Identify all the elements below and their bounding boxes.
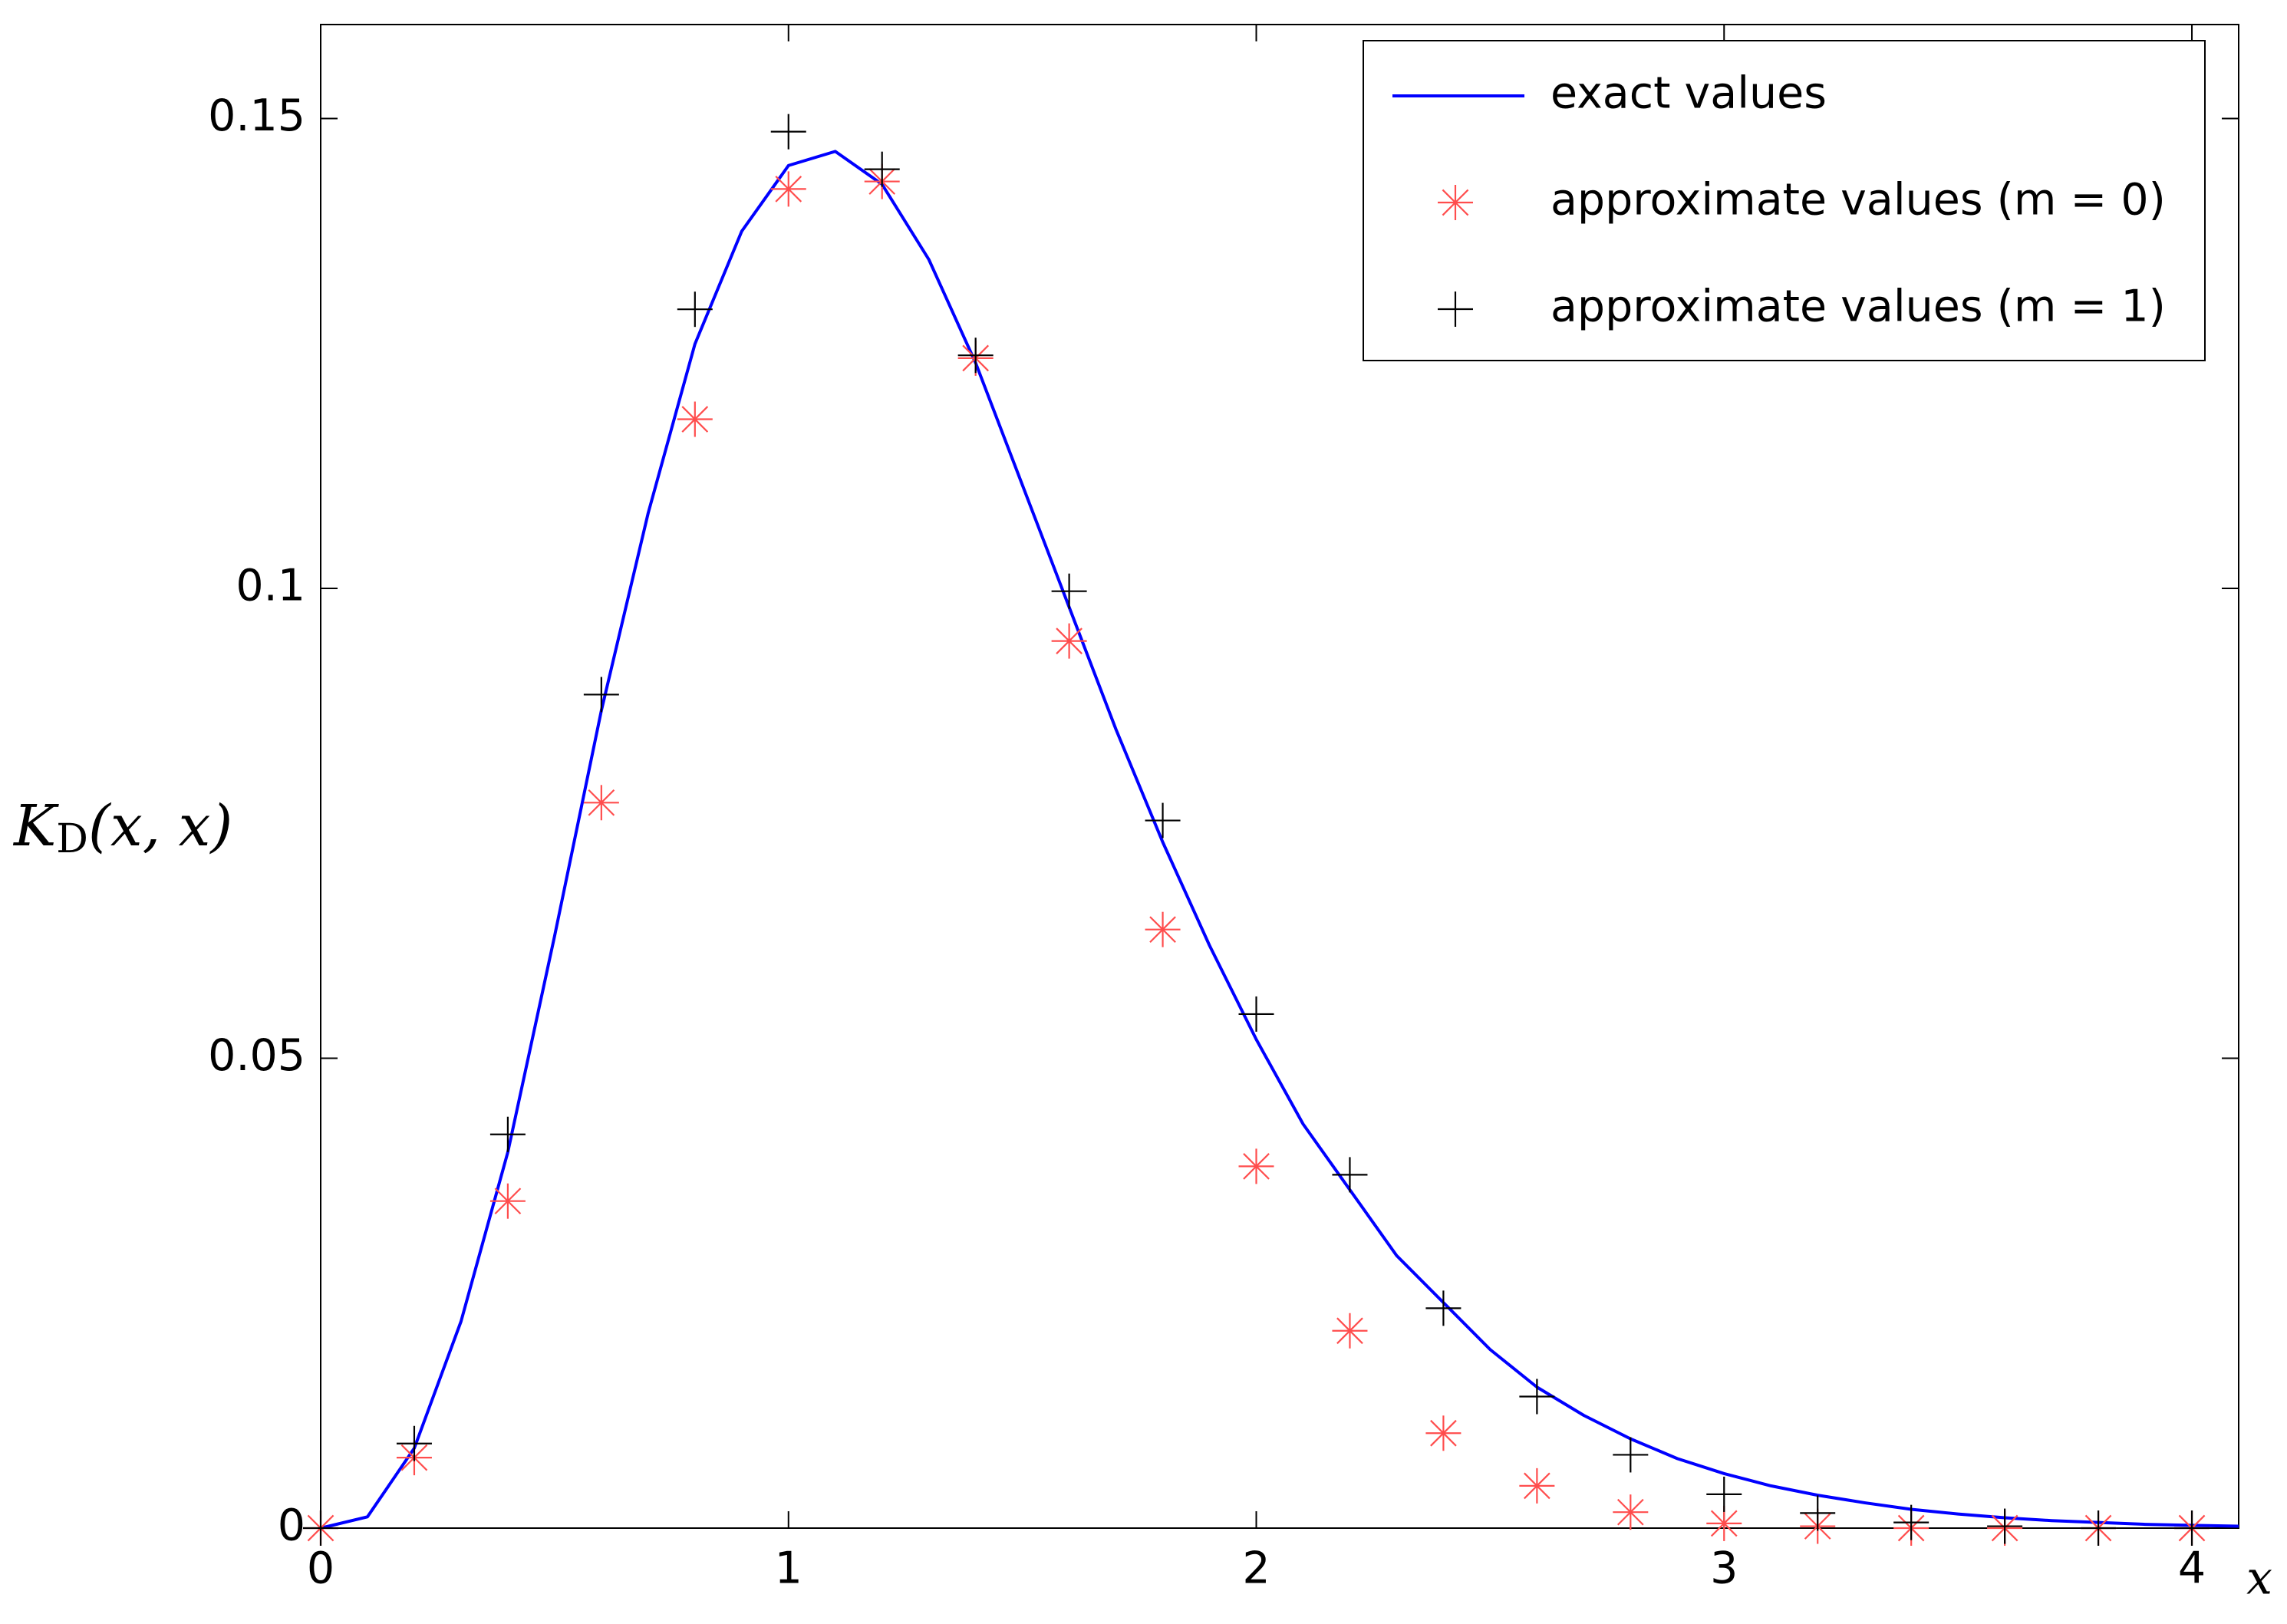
marker-stroke [1149, 916, 1176, 944]
x-tick-label: 1 [775, 1543, 802, 1594]
x-tick-label: 0 [307, 1543, 334, 1594]
y-tick-label: 0 [278, 1500, 305, 1551]
y-tick-label: 0.15 [208, 91, 305, 141]
plot-frame [320, 24, 2239, 1529]
plus-marker [677, 292, 713, 328]
plus-marker [583, 677, 619, 713]
legend-label: approximate values (m = 0) [1550, 175, 2166, 226]
asterisk-marker [1706, 1505, 1742, 1541]
x-tick-label: 2 [1242, 1543, 1270, 1594]
line [320, 150, 2239, 1530]
asterisk-marker [583, 785, 619, 821]
marker-stroke [775, 176, 802, 203]
marker-stroke [681, 406, 709, 433]
marker-stroke [494, 1188, 522, 1215]
plus-marker [770, 114, 806, 150]
plus-marker [1987, 1508, 2023, 1544]
marker-stroke [1442, 189, 1469, 216]
plus-marker [1332, 1157, 1368, 1193]
scatter-series [303, 114, 2210, 1546]
plus-marker [2081, 1510, 2117, 1546]
marker-stroke [1524, 1472, 1550, 1500]
asterisk-marker [1051, 623, 1087, 659]
plus-marker [1425, 1290, 1462, 1326]
marker-stroke [1616, 1498, 1644, 1526]
plus-marker [1051, 573, 1087, 609]
plus-marker [1706, 1476, 1742, 1512]
asterisk-marker [489, 1183, 526, 1219]
y-label-sub: D [56, 816, 88, 862]
legend: exact values approximate values (m = 0) ap… [1363, 40, 2206, 361]
legend-label: exact values [1550, 68, 1827, 119]
asterisk-marker [1425, 1415, 1462, 1451]
marker-stroke [1710, 1510, 1738, 1537]
asterisk-marker [1238, 1148, 1274, 1184]
x-axis-label: x [2246, 1552, 2272, 1606]
plus-marker [1519, 1379, 1555, 1415]
asterisk-marker [770, 171, 806, 207]
y-axis-label: KD(x, x) [12, 793, 232, 861]
asterisk-marker [1438, 185, 1473, 220]
asterisk-marker [1613, 1494, 1649, 1530]
legend-label: approximate values (m = 1) [1550, 282, 2166, 332]
legend-box [1363, 40, 2206, 361]
plus-marker [1800, 1495, 1836, 1531]
asterisk-marker [677, 401, 713, 437]
plus-marker [396, 1425, 432, 1461]
x-tick-label: 4 [2178, 1543, 2206, 1594]
asterisk-marker [1519, 1468, 1555, 1504]
y-tick-label: 0.1 [236, 561, 305, 611]
y-tick-label: 0.05 [208, 1030, 305, 1081]
marker-stroke [1243, 1153, 1270, 1180]
plus-marker [1145, 802, 1181, 838]
marker-stroke [1336, 1317, 1363, 1345]
y-label-main: K [12, 793, 59, 859]
plus-marker [864, 151, 900, 187]
plus-marker [2174, 1510, 2210, 1546]
marker-stroke [588, 789, 615, 816]
x-tick-label: 3 [1710, 1543, 1738, 1594]
plus-marker [957, 338, 994, 374]
plus-marker [1893, 1504, 1929, 1540]
plus-marker [489, 1116, 526, 1152]
plus-marker [1613, 1437, 1649, 1473]
y-label-args: (x, x) [88, 793, 232, 859]
marker-stroke [1056, 628, 1083, 654]
plus-marker [1438, 292, 1473, 327]
plus-marker [1238, 996, 1274, 1032]
asterisk-marker [1145, 911, 1181, 947]
plus-marker [303, 1510, 338, 1546]
asterisk-marker [1332, 1313, 1368, 1349]
marker-stroke [1430, 1419, 1457, 1447]
